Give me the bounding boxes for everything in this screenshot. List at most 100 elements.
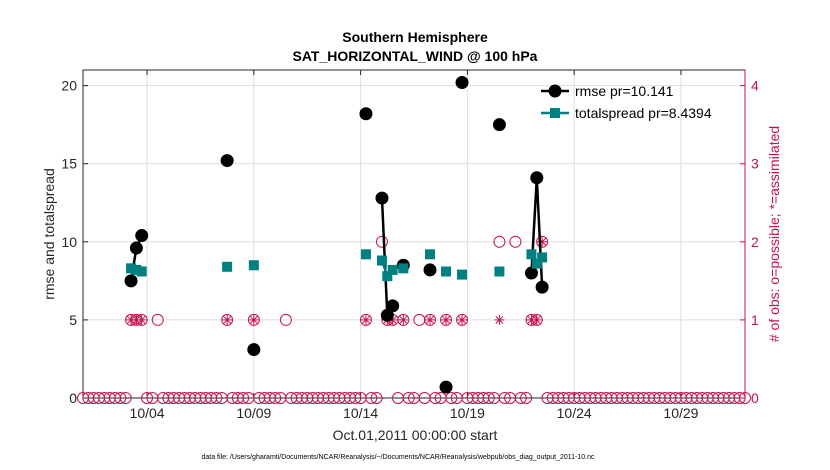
obs-assimilated-marker xyxy=(136,314,147,325)
point-rmse xyxy=(524,266,538,280)
obs-assimilated-marker xyxy=(494,314,505,325)
obs-possible-marker xyxy=(269,392,282,404)
point-rmse xyxy=(375,191,389,205)
obs-assimilated-marker xyxy=(531,314,542,325)
point-spread xyxy=(222,261,233,272)
y-axis-right-label: # of obs: o=possible; *=assimilated xyxy=(766,126,782,342)
point-rmse xyxy=(135,229,149,243)
obs-possible-marker xyxy=(370,392,383,404)
obs-assimilated-marker xyxy=(398,314,409,325)
obs-star-stroke xyxy=(495,315,504,324)
point-spread xyxy=(494,266,505,277)
point-spread xyxy=(425,249,436,260)
obs-possible-marker xyxy=(119,392,132,404)
obs-possible-marker xyxy=(247,313,260,326)
point-spread xyxy=(376,255,387,266)
y-axis-right: 0 1 2 3 4 xyxy=(740,70,759,406)
point-spread xyxy=(531,258,542,269)
series-spread xyxy=(126,249,548,282)
data-file-footnote: data file: /Users/gharamti/Documents/NCA… xyxy=(201,454,595,461)
point-rmse xyxy=(492,118,506,132)
point-rmse xyxy=(247,343,261,357)
point-rmse xyxy=(439,380,453,394)
x-tick-label: 10/19 xyxy=(450,405,485,421)
obs-possible-marker xyxy=(739,392,751,404)
legend-spread-label: totalspread pr=8.4394 xyxy=(575,105,712,121)
obs-count-markers xyxy=(77,235,751,404)
obs-possible-marker xyxy=(456,313,469,326)
obs-possible-marker xyxy=(440,313,453,326)
point-spread xyxy=(382,271,393,282)
obs-possible-marker xyxy=(498,392,511,404)
point-spread xyxy=(526,249,537,260)
y-tick-label: 0 xyxy=(69,390,77,406)
obs-star-stroke xyxy=(137,315,146,324)
obs-possible-marker xyxy=(141,392,154,404)
point-rmse xyxy=(455,75,469,89)
obs-possible-marker xyxy=(237,392,250,404)
obs-possible-marker xyxy=(221,313,234,326)
y-right-tick-label: 3 xyxy=(751,156,759,172)
obs-possible-marker xyxy=(429,392,442,404)
x-tick-label: 10/29 xyxy=(663,405,698,421)
obs-possible-marker xyxy=(402,392,415,404)
obs-star-stroke xyxy=(399,315,408,324)
obs-possible-marker xyxy=(151,313,164,326)
obs-assimilated-marker xyxy=(248,314,259,325)
obs-possible-marker xyxy=(349,392,362,404)
obs-star-stroke xyxy=(426,315,434,324)
y-axis-label: rmse and totalspread xyxy=(41,168,57,300)
point-spread xyxy=(360,249,371,260)
x-axis-label: Oct.01,2011 00:00:00 start xyxy=(333,427,498,443)
obs-assimilated-marker xyxy=(425,314,436,325)
y-axis-left: 0 5 10 15 20 xyxy=(61,78,88,406)
legend-spread-marker xyxy=(550,108,560,118)
obs-possible-marker xyxy=(493,235,506,248)
obs-possible-marker xyxy=(375,235,388,248)
x-tick-label: 10/14 xyxy=(343,405,378,421)
legend: rmse pr=10.141 totalspread pr=8.4394 xyxy=(541,83,712,121)
x-tick-label: 10/24 xyxy=(557,405,592,421)
obs-assimilated-marker xyxy=(360,314,371,325)
legend-rmse-label: rmse pr=10.141 xyxy=(575,83,674,99)
obs-assimilated-marker xyxy=(457,314,468,325)
point-spread xyxy=(387,264,398,275)
obs-assimilated-marker xyxy=(441,314,452,325)
x-tick-label: 10/04 xyxy=(130,405,165,421)
obs-possible-marker xyxy=(359,313,372,326)
obs-possible-marker xyxy=(509,235,522,248)
obs-star-stroke xyxy=(458,315,467,324)
obs-possible-marker xyxy=(733,392,746,404)
obs-possible-marker xyxy=(424,313,437,326)
y-right-tick-label: 4 xyxy=(751,78,759,94)
chart-title: Southern Hemisphere xyxy=(342,29,488,45)
obs-star-stroke xyxy=(388,315,397,324)
obs-possible-marker xyxy=(210,392,223,404)
series-rmse xyxy=(124,75,549,394)
point-spread xyxy=(441,266,452,277)
point-rmse xyxy=(220,154,234,168)
point-rmse xyxy=(386,299,400,313)
point-spread xyxy=(398,263,409,274)
obs-star-stroke xyxy=(361,315,370,324)
obs-possible-marker xyxy=(445,392,458,404)
obs-star-stroke xyxy=(249,315,258,324)
point-spread xyxy=(248,260,259,271)
point-rmse xyxy=(129,241,143,255)
chart-subtitle: SAT_HORIZONTAL_WIND @ 100 hPa xyxy=(293,48,538,64)
obs-possible-marker xyxy=(482,392,495,404)
point-spread xyxy=(136,266,147,277)
point-rmse xyxy=(423,263,437,277)
y-tick-label: 5 xyxy=(69,312,77,328)
point-rmse xyxy=(535,280,549,294)
y-tick-label: 20 xyxy=(61,78,77,94)
point-spread xyxy=(131,264,142,275)
obs-possible-marker xyxy=(114,392,127,404)
data-series xyxy=(124,75,549,394)
obs-assimilated-marker xyxy=(222,314,233,325)
point-spread xyxy=(126,263,137,274)
obs-star-stroke xyxy=(532,315,541,324)
obs-possible-marker xyxy=(365,392,378,404)
obs-possible-marker xyxy=(520,392,533,404)
